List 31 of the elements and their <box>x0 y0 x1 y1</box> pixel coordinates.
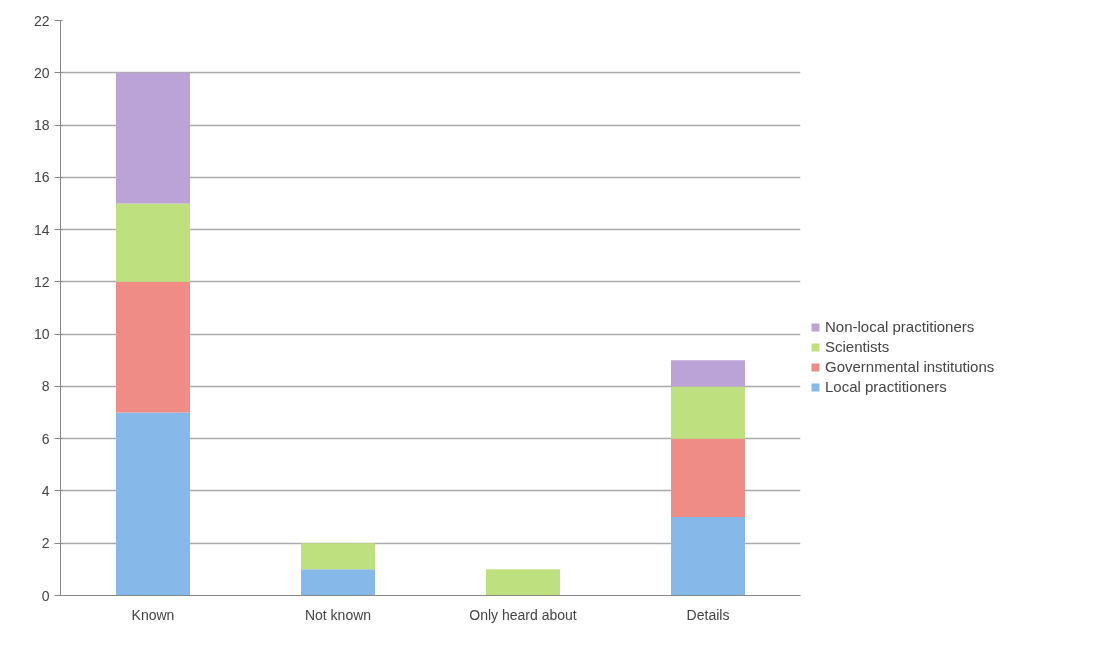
x-tick-label: Not known <box>304 606 372 623</box>
y-tick-label: 10 <box>33 326 50 343</box>
legend-label: Governmental institutions <box>825 358 995 375</box>
bar <box>671 438 745 518</box>
legend-label: Non-local practitioners <box>825 318 975 335</box>
y-tick-label: 18 <box>33 117 50 134</box>
y-tick-label: 16 <box>33 169 50 186</box>
y-tick-label: 14 <box>33 221 50 238</box>
y-tick-label: 2 <box>41 535 50 552</box>
y-tick-label: 6 <box>41 430 50 447</box>
bar <box>486 569 560 596</box>
y-tick-label: 20 <box>33 64 50 81</box>
legend-label: Local practitioners <box>825 378 947 395</box>
bar <box>301 569 375 596</box>
bar <box>116 72 190 204</box>
bar <box>116 281 190 413</box>
bar <box>671 517 745 596</box>
legend-label: Scientists <box>825 338 890 355</box>
bar <box>671 386 745 439</box>
y-tick-label: 0 <box>41 587 50 604</box>
bar <box>116 412 190 596</box>
bar <box>671 360 745 387</box>
y-tick-label: 8 <box>41 378 50 395</box>
x-tick-label: Details <box>686 606 730 623</box>
y-tick-label: 4 <box>41 482 50 499</box>
y-tick-label: 22 <box>33 12 50 29</box>
bar <box>116 203 190 282</box>
x-tick-label: Only heard about <box>469 606 577 623</box>
y-tick-label: 12 <box>33 273 50 290</box>
bar <box>301 543 375 570</box>
x-tick-label: Known <box>131 606 175 623</box>
